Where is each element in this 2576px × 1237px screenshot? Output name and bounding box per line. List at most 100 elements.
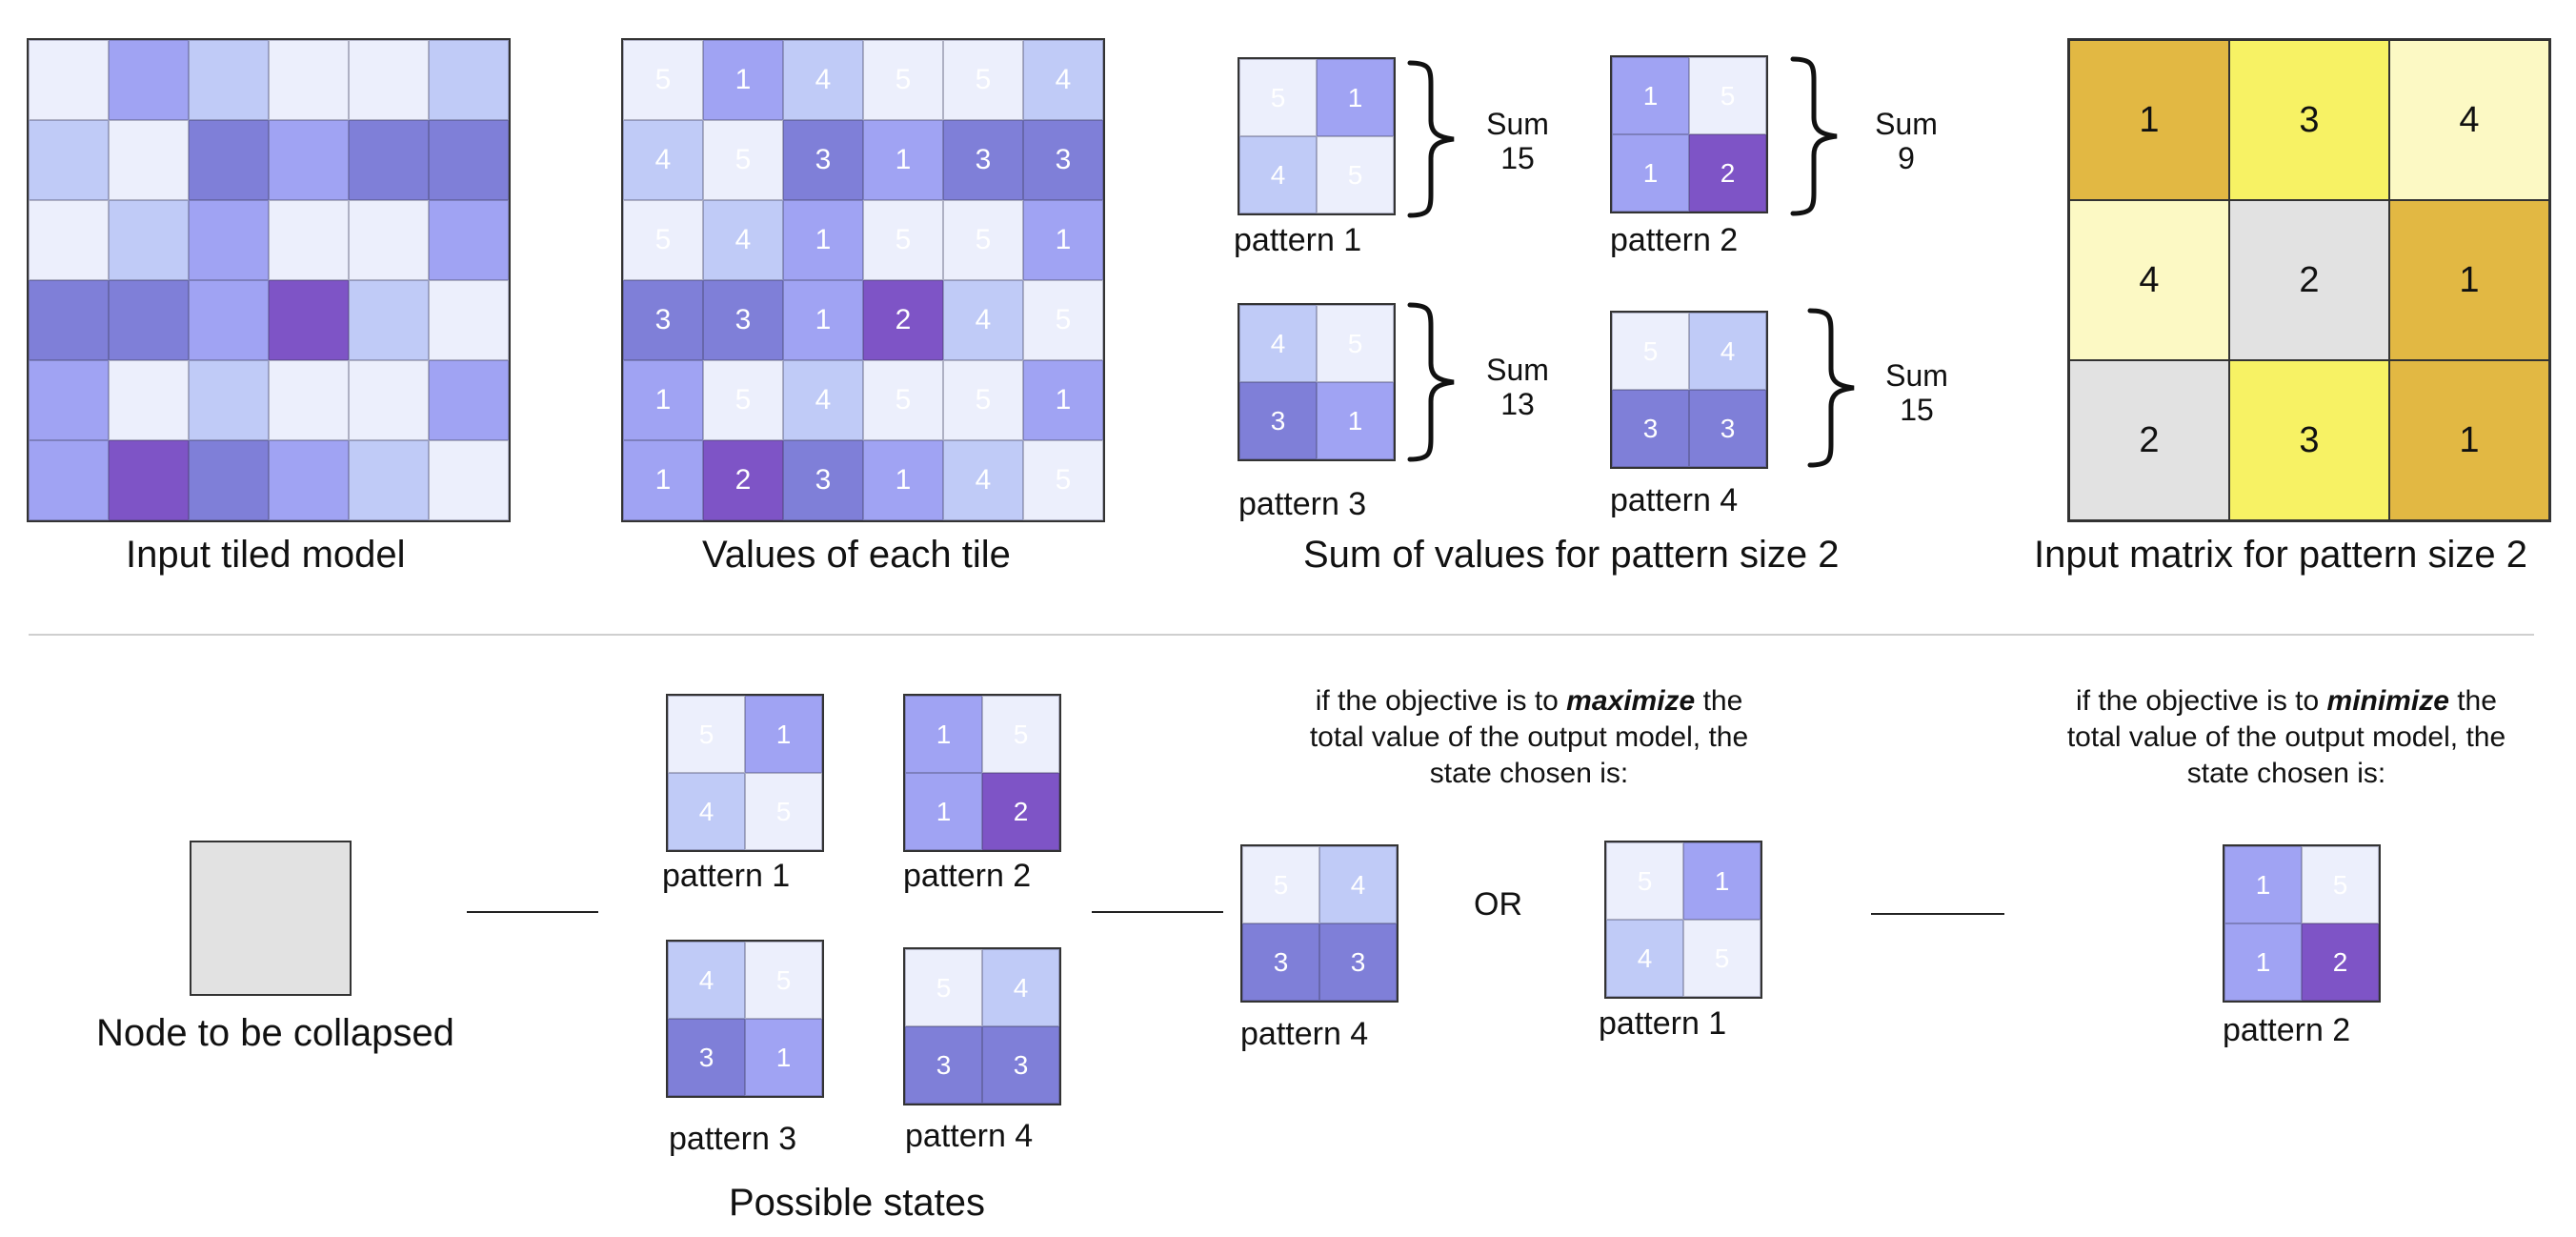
pattern-tile: 4: [1319, 846, 1397, 923]
pattern-tile: 5: [1239, 59, 1317, 136]
model-tile: [269, 40, 349, 120]
pattern-tile: 1: [745, 1019, 822, 1096]
value-tile: 1: [863, 440, 943, 520]
pattern-tile: 3: [1612, 390, 1689, 467]
input-tiled-model: [27, 38, 511, 522]
pattern-label: pattern 1: [1234, 222, 1362, 258]
model-tile: [189, 200, 269, 280]
or-label: OR: [1474, 886, 1522, 923]
pattern-tile: 2: [1689, 134, 1766, 212]
pattern-tile: 4: [668, 773, 745, 850]
model-tile: [349, 40, 429, 120]
sum-value: 9: [1898, 141, 1915, 175]
model-tile: [29, 440, 109, 520]
value-tile: 1: [1023, 200, 1103, 280]
model-tile: [109, 200, 189, 280]
pattern-label: pattern 4: [905, 1118, 1034, 1154]
value-tile: 3: [943, 120, 1023, 200]
model-tile: [429, 200, 509, 280]
pattern-tile: 5: [2302, 846, 2379, 923]
value-tile: 3: [703, 280, 783, 360]
pattern-tile: 1: [1317, 59, 1394, 136]
model-tile: [29, 120, 109, 200]
value-tile: 1: [623, 360, 703, 440]
pattern-tile: 4: [1606, 920, 1683, 997]
pattern-tile: 5: [1683, 920, 1761, 997]
value-tile: 5: [623, 200, 703, 280]
value-tile: 3: [783, 440, 863, 520]
value-tile: 1: [863, 120, 943, 200]
pattern-tile: 3: [668, 1019, 745, 1096]
value-tile: 4: [943, 280, 1023, 360]
model-tile: [189, 440, 269, 520]
pattern-tile: 2: [2302, 923, 2379, 1001]
value-tile: 5: [623, 40, 703, 120]
pattern-tile: 4: [1239, 136, 1317, 213]
model-tile: [109, 360, 189, 440]
model-tile: [429, 360, 509, 440]
model-tile: [29, 200, 109, 280]
sum-value: 13: [1500, 387, 1535, 421]
caption-pattern-sums: Sum of values for pattern size 2: [1303, 534, 1840, 576]
maximize-note: if the objective is to maximize the tota…: [1309, 685, 1749, 789]
matrix-cell: 4: [2389, 40, 2549, 200]
pattern-tile: 5: [668, 696, 745, 773]
pattern-tile: 5: [982, 696, 1059, 773]
pattern-tile: 3: [1239, 382, 1317, 459]
pattern-tile: 2: [982, 773, 1059, 850]
pattern-tile: 4: [982, 949, 1059, 1026]
pattern-tile: 5: [1317, 305, 1394, 382]
sum-label: Sum: [1885, 358, 1948, 393]
pattern-tile: 1: [1317, 382, 1394, 459]
minimize-note: if the objective is to minimize the tota…: [2066, 685, 2506, 789]
pattern-label: pattern 1: [1599, 1005, 1727, 1042]
pattern-tile: 5: [1612, 313, 1689, 390]
value-tile: 1: [783, 200, 863, 280]
pattern-tile: 5: [745, 942, 822, 1019]
value-tile: 5: [1023, 440, 1103, 520]
value-tile: 1: [783, 280, 863, 360]
pattern-label: pattern 3: [1238, 486, 1367, 522]
model-tile: [349, 280, 429, 360]
model-tile: [349, 360, 429, 440]
curly-brace: [1407, 60, 1455, 218]
pattern-tile: 3: [905, 1026, 982, 1104]
model-tile: [349, 200, 429, 280]
matrix-cell: 2: [2229, 200, 2389, 360]
connector-line: [1092, 911, 1223, 913]
pattern-tile: 4: [1239, 305, 1317, 382]
value-tile: 5: [943, 360, 1023, 440]
value-tile: 5: [863, 200, 943, 280]
value-tile: 5: [863, 40, 943, 120]
value-tile: 3: [1023, 120, 1103, 200]
pattern-tile: 5: [1606, 842, 1683, 920]
value-tile: 4: [943, 440, 1023, 520]
sum-label: Sum: [1486, 107, 1549, 141]
matrix-cell: 1: [2069, 40, 2229, 200]
connector-line: [1871, 913, 2004, 915]
pattern-tile: 5: [905, 949, 982, 1026]
model-tile: [429, 440, 509, 520]
sum-label: Sum: [1486, 353, 1549, 387]
caption-input-matrix: Input matrix for pattern size 2: [2034, 534, 2528, 576]
model-tile: [29, 40, 109, 120]
connector-line: [467, 911, 598, 913]
value-tile: 1: [1023, 360, 1103, 440]
value-tile: 5: [863, 360, 943, 440]
pattern-tile: 1: [2224, 846, 2302, 923]
curly-brace: [1407, 302, 1455, 462]
value-tile: 2: [703, 440, 783, 520]
pattern-label: pattern 2: [903, 858, 1032, 894]
value-tile: 2: [863, 280, 943, 360]
model-tile: [269, 120, 349, 200]
